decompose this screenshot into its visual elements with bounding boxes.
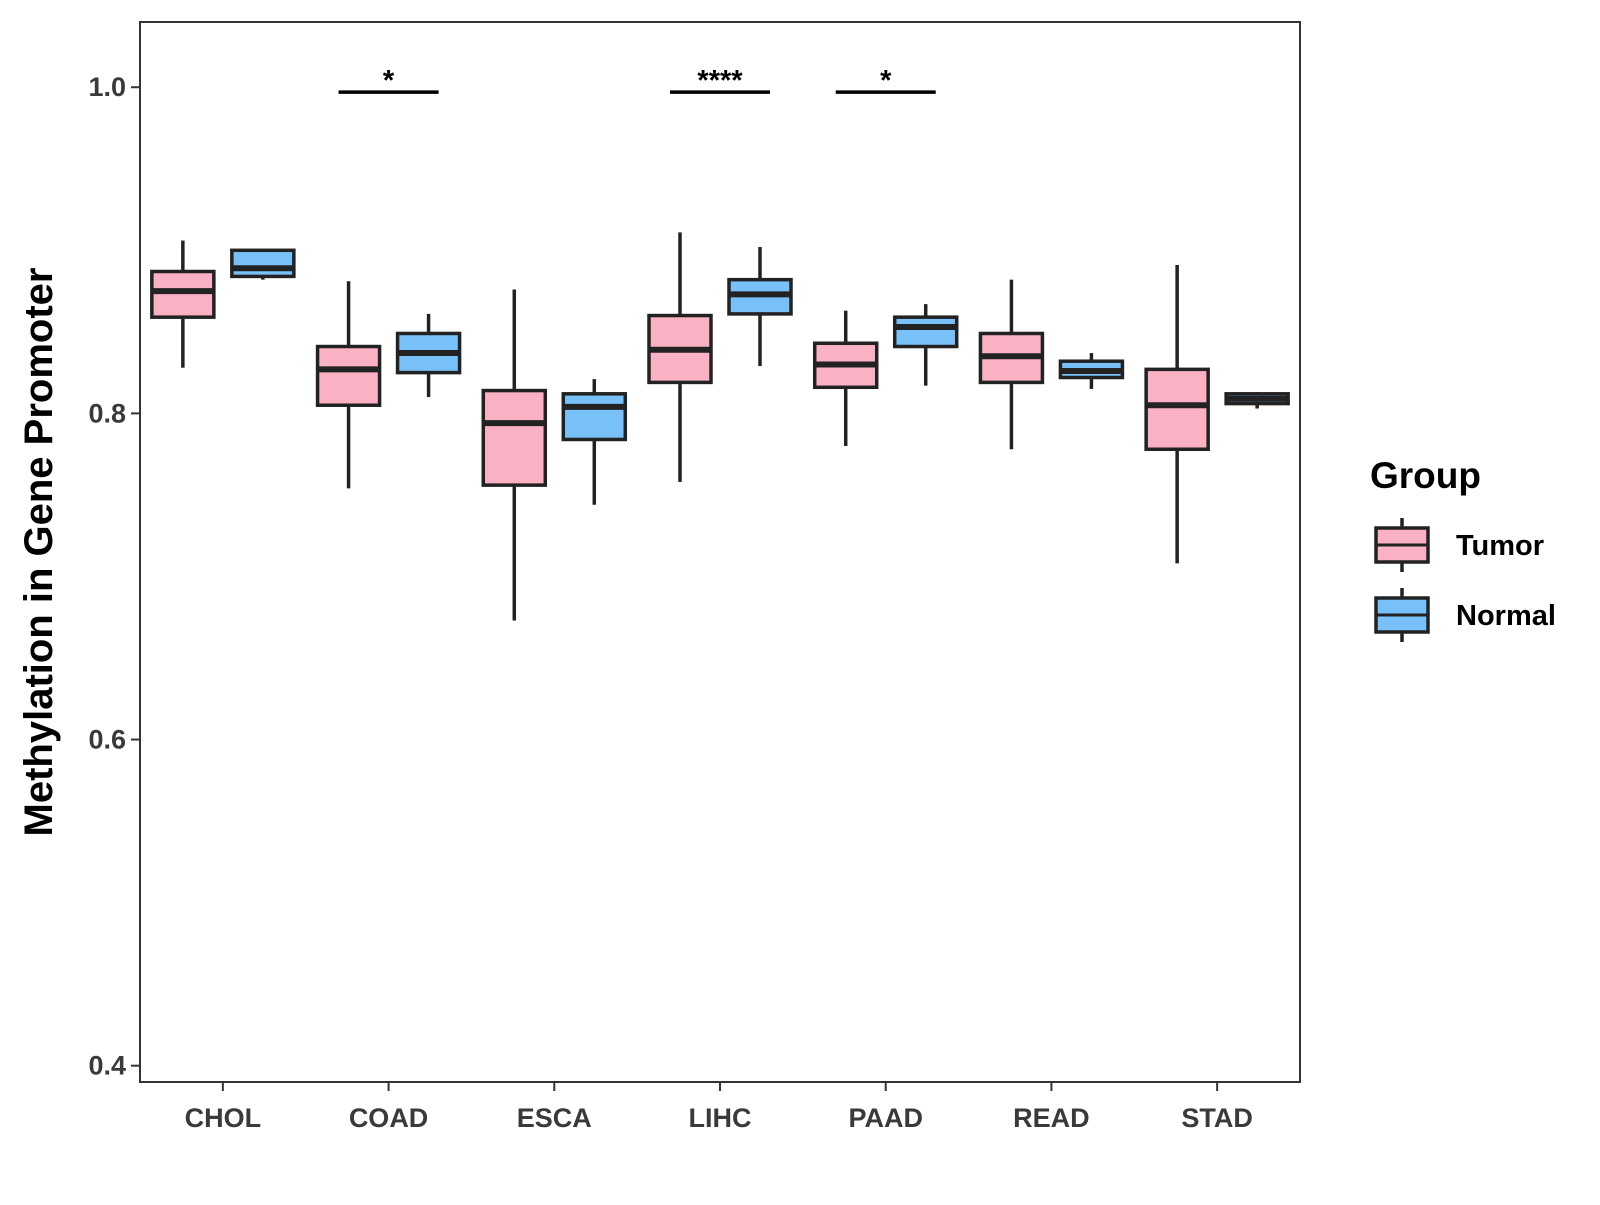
box-body — [315, 344, 382, 407]
x-tick-label: PAAD — [848, 1103, 923, 1133]
y-axis-title: Methylation in Gene Promoter — [17, 268, 61, 837]
y-axis: 0.4 0.6 0.8 1.0 — [88, 72, 140, 1081]
box-normal-stad — [1224, 392, 1290, 409]
box-normal-paad — [892, 304, 959, 386]
box-tumor-stad — [1144, 264, 1210, 564]
box-normal-esca — [561, 379, 628, 505]
y-tick-label: 1.0 — [88, 72, 126, 102]
significance-annotations: * **** * — [338, 65, 936, 97]
box-body — [150, 269, 216, 319]
x-tick-label: LIHC — [689, 1103, 752, 1133]
legend-title: Group — [1370, 455, 1481, 496]
box-body — [1144, 367, 1210, 452]
box-tumor-lihc — [647, 232, 713, 482]
box-body — [230, 248, 296, 279]
x-tick-label: ESCA — [517, 1103, 592, 1133]
y-tick-label: 0.8 — [88, 398, 126, 428]
box-tumor-coad — [315, 281, 382, 489]
legend: Group Tumor Normal — [1370, 455, 1556, 642]
box-body — [561, 392, 628, 442]
box-series — [150, 232, 1290, 621]
significance-label: **** — [697, 65, 743, 97]
x-tick-label: STAD — [1181, 1103, 1253, 1133]
series-tumor — [150, 232, 1210, 621]
box-normal-chol — [230, 248, 296, 280]
box-normal-read — [1058, 353, 1125, 389]
legend-label: Tumor — [1456, 530, 1544, 562]
y-tick-label: 0.6 — [88, 725, 126, 755]
box-tumor-read — [978, 279, 1045, 450]
significance-label: * — [383, 65, 395, 97]
box-normal-lihc — [727, 247, 793, 367]
x-tick-label: CHOL — [185, 1103, 262, 1133]
legend-key-normal — [1374, 588, 1430, 642]
series-normal — [230, 247, 1290, 505]
x-axis: CHOL COAD ESCA LIHC PAAD READ STAD — [185, 1082, 1253, 1133]
box-tumor-paad — [812, 310, 879, 446]
legend-key-tumor — [1374, 518, 1430, 572]
box-tumor-esca — [481, 289, 548, 621]
significance-label: * — [880, 65, 892, 97]
x-tick-label: READ — [1013, 1103, 1090, 1133]
box-normal-coad — [395, 313, 462, 398]
box-body — [481, 388, 548, 487]
box-tumor-chol — [150, 240, 216, 368]
plot-panel — [139, 21, 1301, 1083]
box-body — [892, 315, 959, 349]
legend-label: Normal — [1456, 600, 1556, 632]
x-tick-label: COAD — [349, 1103, 429, 1133]
y-tick-label: 0.4 — [88, 1051, 126, 1081]
